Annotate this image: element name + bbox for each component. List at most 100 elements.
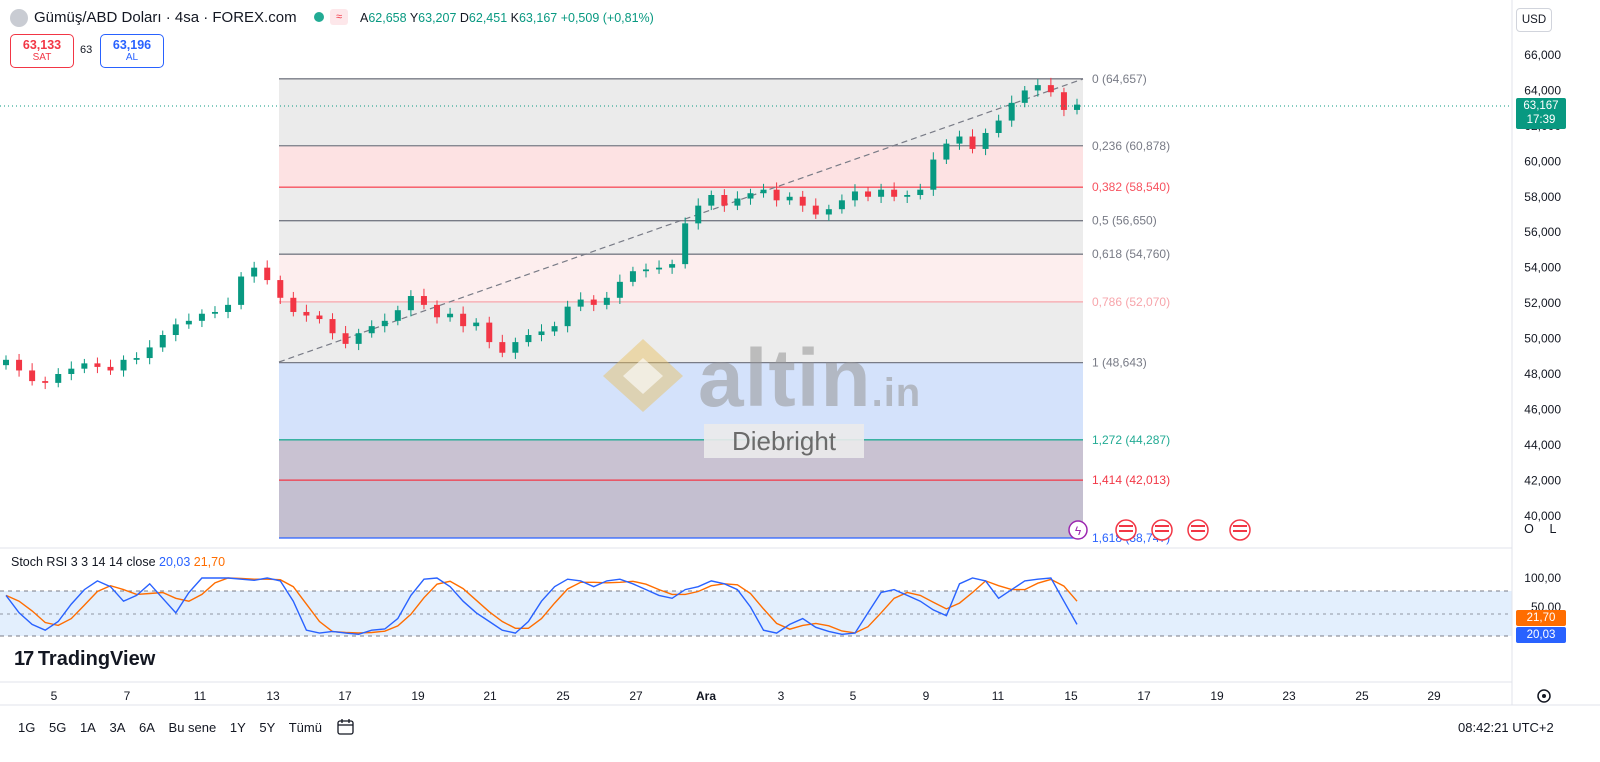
candle-body [577, 299, 584, 307]
candle-body [1008, 102, 1015, 121]
candle-body [669, 264, 676, 268]
flag-stripe [1119, 525, 1133, 527]
watermark-brand-text: altin [698, 333, 872, 424]
candle-body [943, 143, 950, 160]
time-tick-label: 29 [1427, 689, 1441, 703]
candle-body [629, 271, 636, 282]
indicator-wave-icon[interactable]: ≈ [330, 9, 348, 25]
timeframe-1m[interactable]: 1A [79, 720, 96, 735]
stoch-rsi-legend[interactable]: Stoch RSI 3 3 14 14 close 20,03 21,70 [11, 555, 225, 569]
candle-body [773, 189, 780, 201]
candle-body [969, 136, 976, 149]
log-scale-l-button[interactable]: L [1549, 522, 1557, 536]
time-tick-label: 9 [923, 689, 930, 703]
candle-body [982, 132, 989, 149]
fib-lines: 0 (64,657) 0,236 (60,878) 0,382 (58,540) 0,… [279, 72, 1170, 545]
time-tick-label: 11 [194, 689, 207, 703]
symbol-icon [10, 9, 28, 27]
fib-level-label: 0 (64,657) [1092, 72, 1147, 86]
tradingview-logo[interactable]: 17 TradingView [14, 648, 155, 671]
settings-gear-icon[interactable] [1537, 689, 1551, 703]
timeframe-3m[interactable]: 3A [109, 720, 126, 735]
stoch-k-tag: 20,03 [1516, 627, 1566, 643]
timeframe-1d[interactable]: 1G [18, 720, 36, 735]
candle-body [708, 195, 715, 206]
time-tick-label: 21 [483, 689, 497, 703]
candle-body [1074, 104, 1080, 110]
price-tick-label: 44,000 [1524, 438, 1561, 452]
stoch-k-line [5, 577, 1078, 636]
candle-body [394, 310, 401, 321]
candle-body [434, 304, 441, 318]
time-tick-label: 27 [629, 689, 643, 703]
fib-level-label: 0,382 (58,540) [1092, 180, 1170, 194]
fib-level-label: 1,272 (44,287) [1092, 433, 1170, 447]
timeframe-1y[interactable]: 1Y [229, 720, 246, 735]
candle-body [316, 315, 323, 320]
timeframe-ytd[interactable]: Bu sene [168, 720, 217, 735]
price-tick-label: 52,000 [1524, 296, 1561, 310]
time-tick-label: 13 [266, 689, 280, 703]
candle-body [1034, 85, 1041, 91]
sell-button[interactable]: 63,133 SAT [10, 34, 74, 68]
price-tick-label: 66,000 [1524, 48, 1561, 62]
clock[interactable]: 08:42:21 UTC+2 [1458, 720, 1554, 735]
fib-level-label: 1,414 (42,013) [1092, 473, 1170, 487]
flag-stripe [1191, 525, 1205, 527]
candle-body [290, 297, 297, 312]
flag-stripe [1155, 525, 1169, 527]
currency-button[interactable]: USD [1516, 8, 1552, 32]
time-tick-label: 23 [1282, 689, 1296, 703]
candle-body [198, 313, 205, 321]
candle-body [642, 269, 649, 272]
candle-body [1060, 92, 1067, 110]
candle-body [211, 311, 218, 314]
settings-gear-center [1542, 694, 1546, 698]
time-tick-label: 19 [411, 689, 425, 703]
candle-body [525, 335, 532, 343]
price-axis: 66,00064,00062,00060,00058,00056,00054,0… [1524, 48, 1561, 523]
fib-zone [279, 362, 1083, 440]
buy-button[interactable]: 63,196 AL [100, 34, 164, 68]
candle-body [551, 326, 558, 332]
last-price-tag: 63,167 17:39 [1516, 98, 1566, 129]
candle-body [368, 326, 375, 334]
last-price-value: 63,167 [1523, 100, 1559, 112]
candle-body [133, 358, 140, 360]
candle-body [995, 120, 1002, 133]
candle-body [812, 205, 819, 215]
lightning-event-icon[interactable] [1068, 520, 1088, 540]
candle-body [251, 267, 258, 277]
event-icons: ϟ [1068, 519, 1251, 541]
candle-body [603, 297, 610, 305]
candle-body [564, 306, 571, 327]
timeframe-5y[interactable]: 5Y [259, 720, 276, 735]
stoch-d-tag: 21,70 [1516, 610, 1566, 626]
candle-body [447, 313, 454, 318]
candle-body [695, 205, 702, 224]
fib-zone [279, 254, 1083, 302]
timeframe-5d[interactable]: 5G [48, 720, 67, 735]
price-tick-label: 54,000 [1524, 261, 1561, 275]
watermark-user: Diebright [704, 424, 864, 458]
timeframe-6m[interactable]: 6A [139, 720, 155, 735]
buy-label: AL [125, 52, 139, 63]
fib-zone [279, 220, 1083, 255]
date-range-calendar-icon[interactable] [336, 718, 356, 736]
time-tick-label: 5 [51, 689, 58, 703]
candle-body [956, 136, 963, 144]
fib-zone [279, 301, 1083, 363]
time-tick-label: 3 [778, 689, 785, 703]
ohlc-high-label: Y [409, 11, 419, 25]
chart-title[interactable]: Gümüş/ABD Doları · 4sa · FOREX.com [34, 9, 297, 26]
log-scale-o-button[interactable]: O [1524, 522, 1534, 536]
ohlc-low-value: 62,451 [468, 11, 508, 25]
spread-value: 63 [80, 44, 93, 56]
timeframe-all[interactable]: Tümü [288, 720, 322, 735]
fib-level-label: 0,5 (56,650) [1092, 214, 1157, 228]
candle-body [107, 366, 114, 371]
time-tick-label: 19 [1210, 689, 1224, 703]
sell-label: SAT [32, 52, 52, 63]
time-tick-label: 17 [338, 689, 352, 703]
